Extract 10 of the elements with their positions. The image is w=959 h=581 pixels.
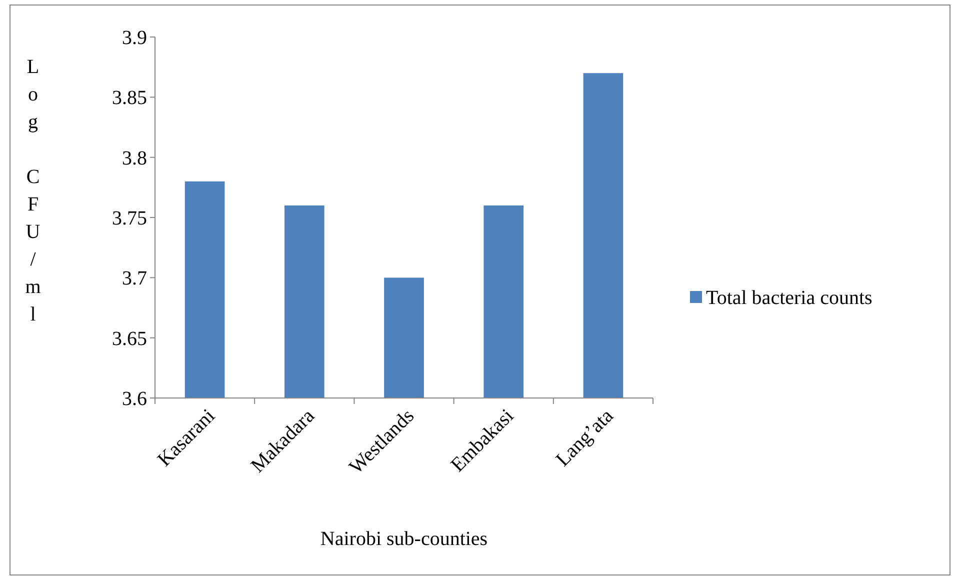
y-tick-label: 3.7 (122, 268, 147, 290)
legend-label: Total bacteria counts (706, 287, 873, 309)
y-tick-label: 3.85 (112, 87, 147, 110)
y-tick-label: 3.75 (112, 208, 147, 230)
y-tick-label: 3.65 (112, 328, 147, 350)
y-tick-label: 3.8 (122, 147, 147, 170)
text: Log CFU/ml (25, 56, 41, 326)
y-tick-label: 3.6 (122, 388, 147, 410)
y-tick-label: 3.9 (122, 27, 147, 49)
x-axis-title: Nairobi sub-counties (320, 528, 488, 550)
